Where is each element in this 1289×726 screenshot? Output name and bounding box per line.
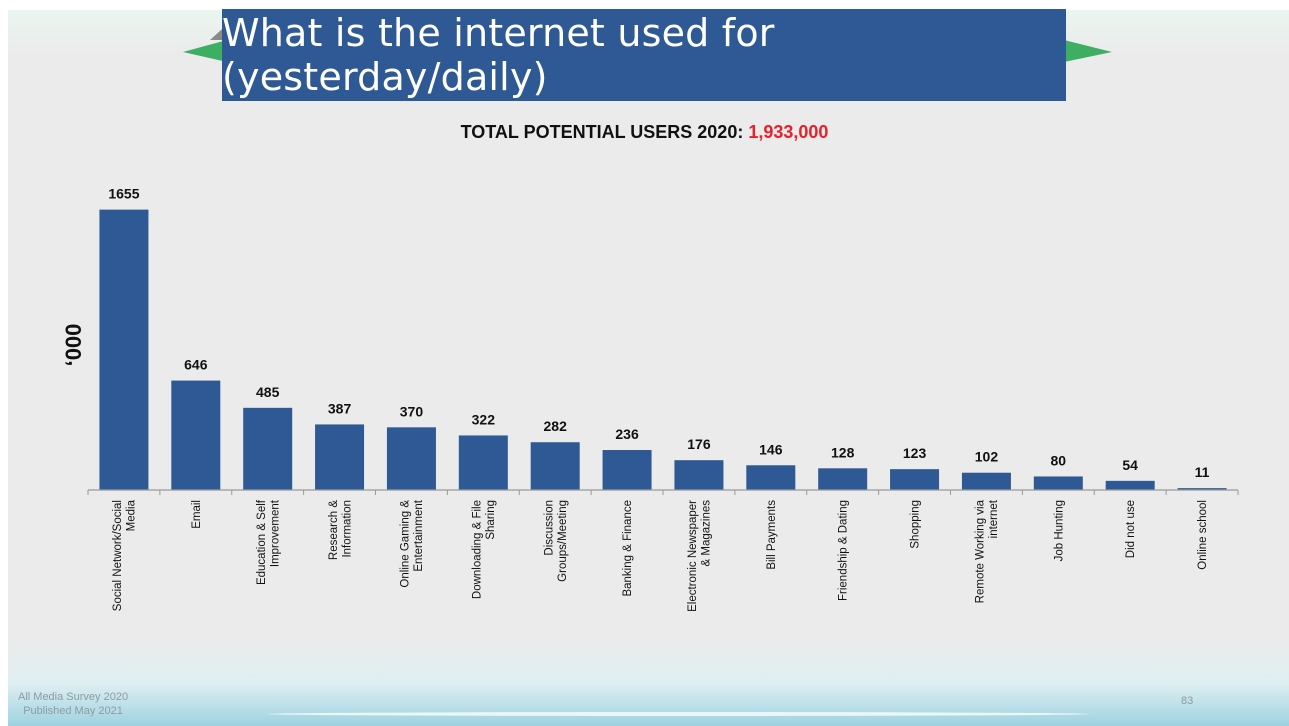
bar-2	[243, 407, 293, 490]
footer-source-line-2: Published May 2021	[23, 705, 123, 717]
svg-text:Online Gaming &: Online Gaming &	[400, 500, 412, 588]
data-label-9: 146	[759, 441, 783, 457]
bar-4	[386, 427, 436, 490]
slide-title: What is the internet used for (yesterday…	[222, 11, 775, 99]
svg-text:Social Network/Social: Social Network/Social	[112, 500, 124, 611]
data-label-2: 485	[256, 384, 280, 400]
svg-text:Electronic Newspaper: Electronic Newspaper	[687, 500, 699, 612]
footer-source-line-1: All Media Survey 2020	[18, 691, 129, 703]
data-label-8: 176	[687, 436, 711, 452]
bar-15	[1177, 488, 1227, 490]
data-label-3: 387	[328, 400, 352, 416]
title-banner: What is the internet used for (yesterday…	[222, 9, 1066, 101]
data-label-6: 282	[544, 418, 568, 434]
category-label-12: Remote Working via internet	[975, 499, 1001, 603]
bar-3	[315, 424, 365, 490]
page-number: 83	[1181, 695, 1194, 707]
category-label-2: Education & Self Improvement	[256, 499, 282, 585]
svg-text:internet: internet	[988, 499, 1000, 538]
data-label-10: 128	[831, 444, 855, 460]
category-label-7: Banking & Finance	[622, 500, 634, 597]
svg-text:Banking & Finance: Banking & Finance	[622, 500, 634, 597]
svg-text:Friendship & Dating: Friendship & Dating	[838, 500, 850, 601]
data-label-12: 102	[975, 449, 999, 465]
data-label-5: 322	[472, 411, 496, 427]
category-label-1: Email	[191, 500, 203, 529]
svg-text:Bill Payments: Bill Payments	[766, 500, 778, 570]
svg-text:Improvement: Improvement	[269, 499, 281, 567]
svg-text:Entertainment: Entertainment	[413, 499, 425, 571]
category-label-0: Social Network/Social Media	[112, 499, 138, 611]
bar-14	[1105, 480, 1155, 490]
bar-10	[818, 468, 868, 490]
svg-text:Shopping: Shopping	[910, 500, 922, 549]
footer-source: All Media Survey 2020 Published May 2021	[18, 690, 128, 718]
subtitle-prefix: TOTAL POTENTIAL USERS 2020:	[460, 122, 749, 142]
category-label-14: Did not use	[1125, 500, 1137, 558]
category-label-5: Downloading & File Sharing	[472, 500, 498, 599]
category-label-6: Discussion Groups/Meeting	[543, 500, 569, 582]
chart-subtitle: TOTAL POTENTIAL USERS 2020: 1,933,000	[0, 122, 1289, 143]
data-label-1: 646	[184, 357, 208, 373]
category-label-10: Friendship & Dating	[838, 500, 850, 601]
bar-13	[1033, 476, 1083, 490]
bar-8	[674, 460, 724, 490]
svg-text:Information: Information	[341, 500, 353, 558]
category-label-3: Research & Information	[328, 500, 354, 560]
data-label-13: 80	[1051, 452, 1067, 468]
svg-text:Groups/Meeting: Groups/Meeting	[557, 500, 569, 582]
svg-text:& Magazines: & Magazines	[701, 500, 713, 567]
svg-text:Online school: Online school	[1197, 500, 1209, 570]
category-label-8: Electronic Newspaper & Magazines	[687, 500, 713, 612]
svg-text:Did not use: Did not use	[1125, 500, 1137, 558]
svg-text:Downloading & File: Downloading & File	[472, 500, 484, 599]
data-label-14: 54	[1122, 457, 1138, 473]
svg-text:Research &: Research &	[328, 500, 340, 560]
slide-background	[8, 10, 1289, 726]
data-label-4: 370	[400, 403, 424, 419]
bar-11	[890, 469, 940, 490]
bar-12	[961, 472, 1011, 490]
subtitle-total-value: 1,933,000	[748, 122, 829, 142]
svg-text:Discussion: Discussion	[543, 500, 555, 556]
bar-1	[171, 380, 221, 490]
data-label-0: 1655	[108, 186, 139, 202]
ribbon-right-decoration	[1064, 40, 1112, 62]
data-label-15: 11	[1195, 464, 1210, 480]
data-label-7: 236	[615, 426, 639, 442]
bar-0	[99, 209, 149, 490]
svg-text:Remote Working via: Remote Working via	[975, 499, 987, 603]
bar-5	[458, 435, 508, 490]
svg-text:Education & Self: Education & Self	[256, 499, 268, 585]
svg-text:Job Hunting: Job Hunting	[1053, 500, 1065, 561]
category-label-11: Shopping	[910, 500, 922, 549]
bar-9	[746, 465, 796, 490]
category-label-15: Online school	[1197, 500, 1209, 570]
category-label-9: Bill Payments	[766, 500, 778, 570]
svg-text:Sharing: Sharing	[485, 500, 497, 540]
svg-text:Email: Email	[191, 500, 203, 529]
category-label-13: Job Hunting	[1053, 500, 1065, 561]
ribbon-left-decoration	[183, 40, 227, 62]
svg-text:Media: Media	[126, 499, 138, 531]
bar-7	[602, 450, 652, 490]
data-label-11: 123	[903, 445, 927, 461]
category-label-4: Online Gaming & Entertainment	[400, 499, 426, 587]
bar-6	[530, 442, 580, 490]
